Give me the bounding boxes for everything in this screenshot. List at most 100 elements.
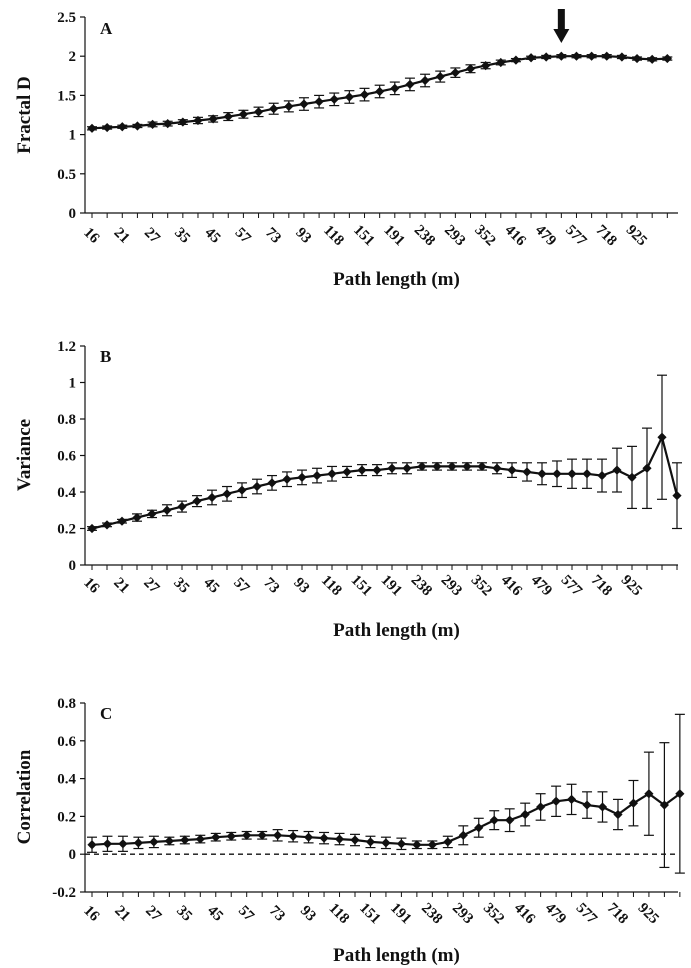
data-point (597, 470, 607, 481)
panel-c: -0.2 0 0.2 0.4 0.6 0.8 16 21 27 35 45 57 73 93 118 151 1… (14, 696, 685, 966)
x-tick-label: 191 (387, 900, 414, 927)
x-tick-label: 73 (262, 225, 284, 247)
x-tick-label: 57 (230, 575, 252, 597)
data-point (312, 470, 322, 481)
x-tick-label: 57 (232, 225, 254, 247)
y-tick-label: 0.6 (57, 449, 76, 465)
data-point (627, 472, 637, 482)
x-tick-label: 577 (573, 900, 601, 928)
y-tick-label: 0.8 (57, 696, 76, 712)
x-tick-label: 118 (318, 572, 345, 599)
data-point (617, 52, 627, 62)
y-tick-label: 0.8 (57, 412, 76, 428)
data-point (314, 97, 324, 107)
x-tick-label: 73 (260, 575, 282, 597)
data-point (541, 52, 551, 62)
data-point (211, 832, 221, 842)
data-point (465, 64, 476, 74)
y-axis-title: Variance (14, 419, 35, 491)
data-point (133, 838, 144, 848)
x-tick-label: 35 (173, 903, 195, 925)
x-tick-label: 16 (80, 903, 102, 925)
data-point (405, 79, 415, 90)
x-tick-label: 21 (111, 903, 133, 925)
x-tick-label: 577 (562, 222, 590, 250)
data-point (297, 472, 307, 482)
x-tick-label: 151 (356, 900, 383, 927)
data-point (252, 481, 262, 492)
data-point (602, 51, 612, 61)
data-point (222, 489, 232, 499)
data-point (269, 104, 279, 114)
data-point (267, 478, 277, 488)
data-point (507, 465, 517, 475)
data-point (342, 467, 352, 477)
data-point (390, 83, 400, 93)
x-tick-label: 479 (528, 572, 555, 599)
data-point (647, 54, 657, 64)
x-tick-label: 352 (471, 222, 498, 249)
x-tick-label: 16 (80, 225, 102, 247)
x-tick-label: 238 (408, 572, 435, 599)
data-point (632, 53, 642, 64)
data-point (193, 115, 203, 126)
series-line (91, 434, 679, 530)
y-tick-label: 0.4 (57, 485, 76, 501)
y-tick-label: 1 (69, 128, 77, 144)
x-axis-title: Path length (m) (333, 269, 460, 290)
data-point (334, 834, 345, 844)
data-point (387, 463, 397, 473)
data-point (462, 461, 472, 472)
x-tick-label: 479 (542, 900, 569, 927)
data-point (450, 68, 460, 78)
y-axis-title: Correlation (14, 749, 35, 844)
x-tick-label: 479 (532, 222, 559, 249)
data-point (375, 86, 385, 97)
data-point (522, 467, 532, 477)
x-tick-label: 151 (348, 572, 375, 599)
data-point (435, 71, 445, 82)
data-point (613, 809, 623, 820)
x-tick-label: 21 (110, 575, 132, 597)
data-point (582, 469, 592, 479)
data-point (147, 509, 157, 519)
data-point (537, 469, 547, 479)
x-tick-label: 416 (502, 222, 530, 250)
x-tick-label: 352 (468, 572, 495, 599)
data-point (208, 114, 218, 124)
data-point (207, 492, 217, 503)
x-tick-label: 118 (325, 900, 352, 927)
x-tick-label: 925 (635, 900, 662, 927)
x-tick-label: 577 (558, 572, 586, 600)
data-point (118, 839, 128, 849)
data-point (402, 463, 412, 473)
data-point (132, 121, 143, 131)
data-point (102, 520, 112, 530)
data-point (303, 832, 314, 842)
y-tick-label: 0.5 (57, 167, 76, 183)
data-point (149, 837, 159, 847)
panel-b: 0 0.2 0.4 0.6 0.8 1 1.2 16 21 27 35 45 57 73 93 118 151 1… (14, 339, 682, 641)
data-point (257, 830, 267, 840)
data-point (474, 823, 484, 833)
x-tick-label: 57 (235, 903, 257, 925)
data-point (657, 432, 667, 442)
x-tick-label: 191 (378, 572, 405, 599)
x-tick-label: 293 (438, 572, 465, 599)
x-tick-label: 16 (80, 575, 102, 597)
data-point (536, 802, 546, 812)
data-point (526, 53, 536, 63)
y-tick-label: 2 (69, 49, 77, 65)
data-point (87, 523, 97, 534)
x-tick-label: 718 (592, 222, 619, 249)
data-point (659, 800, 669, 810)
data-point (282, 474, 292, 484)
data-point (417, 461, 427, 472)
x-tick-label: 73 (266, 903, 288, 925)
data-point (284, 101, 294, 111)
x-tick-label: 27 (141, 225, 163, 247)
data-point (162, 505, 172, 515)
x-tick-label: 27 (140, 575, 162, 597)
data-point (662, 53, 672, 64)
y-tick-label: 1 (69, 376, 77, 392)
